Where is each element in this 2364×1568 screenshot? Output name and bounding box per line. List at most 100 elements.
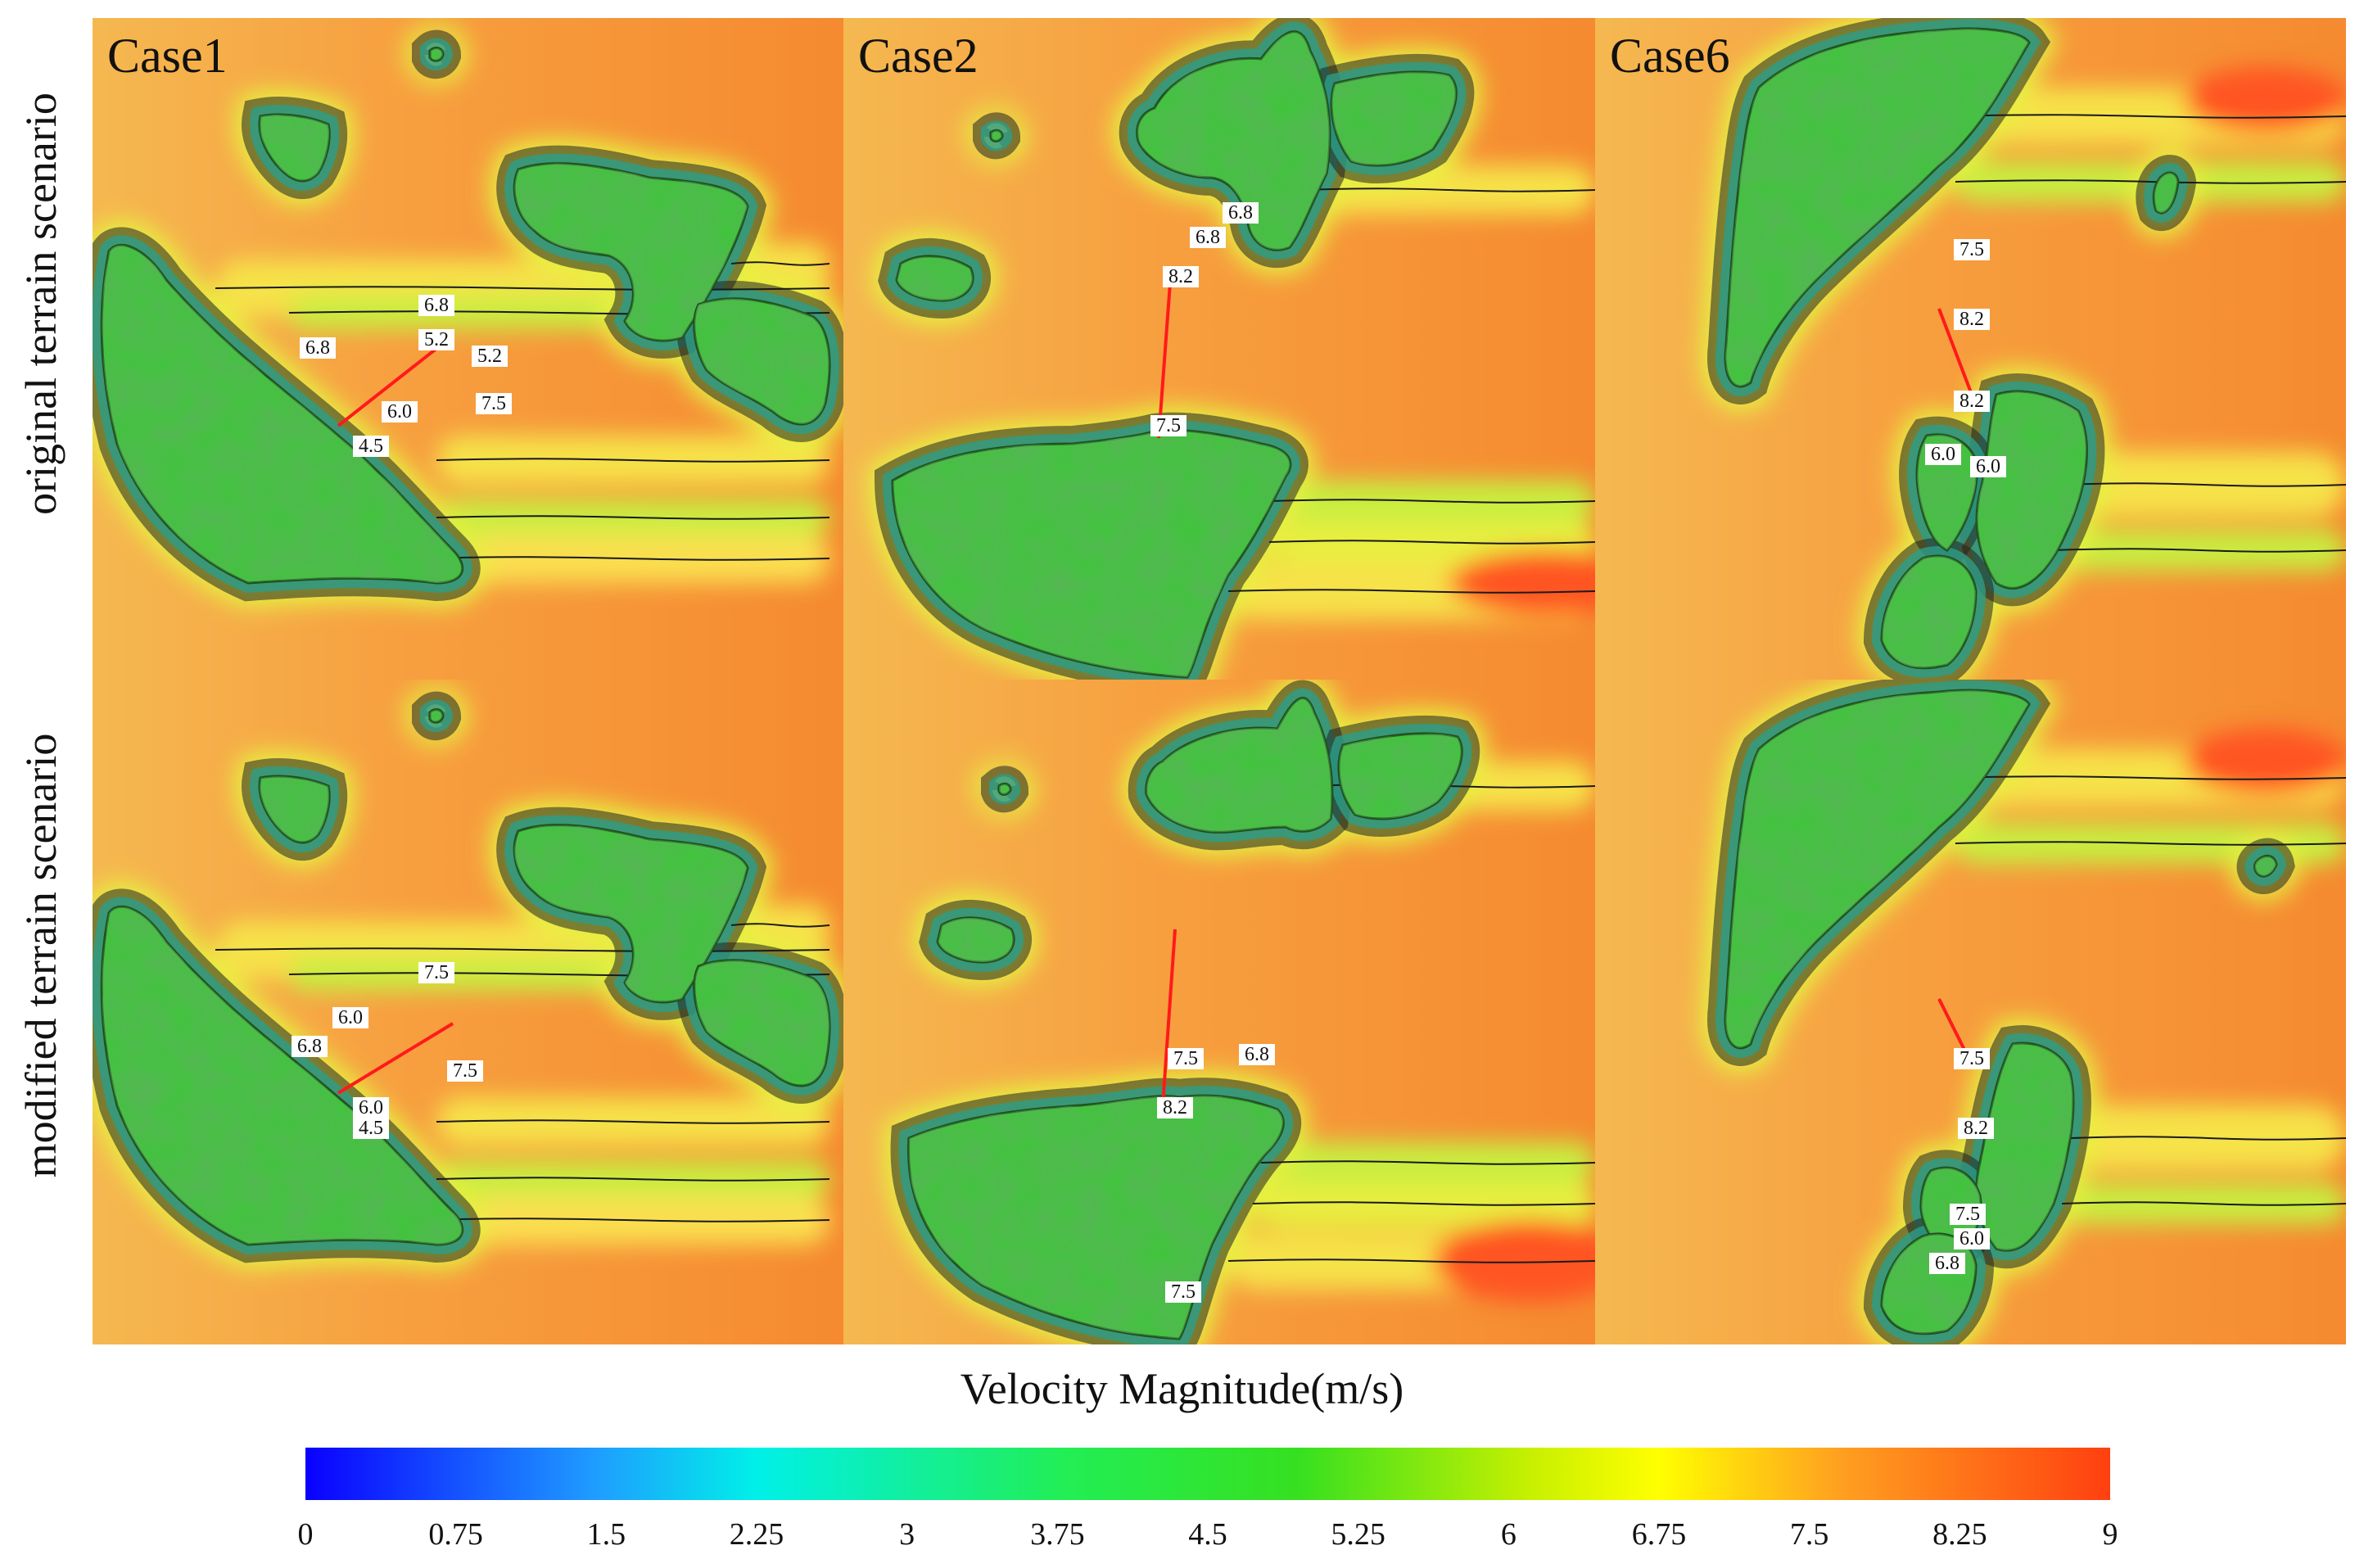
contour-label-bg: [1954, 1048, 1990, 1069]
terrain-shading: [938, 917, 1015, 962]
terrain-shading: [1725, 29, 2029, 386]
contour-label: 7.5: [1959, 1048, 1984, 1069]
contour-label: 6.0: [387, 401, 412, 423]
contour-label: 6.0: [359, 1097, 383, 1118]
contour-label: 7.5: [1959, 239, 1984, 260]
colorbar-tick-label: 3.75: [1030, 1517, 1085, 1552]
contour-line: [730, 261, 830, 266]
panel-case1-modified: 7.5 6.0 6.8 7.5 6.0 4.5: [93, 680, 843, 1344]
colorbar-tick-label: 3: [899, 1517, 915, 1552]
contour-label: 5.2: [424, 329, 449, 350]
terrain-shading: [991, 130, 1002, 142]
panel-case6-original: 7.5 8.2 8.2 6.0 6.0 Case6: [1595, 18, 2346, 680]
terrain-shading: [430, 47, 443, 61]
contour-label-bg: [1165, 1281, 1201, 1303]
contour-label: 4.5: [359, 436, 383, 457]
high-velocity-zone: [1433, 1220, 1595, 1302]
contour-line: [2061, 1201, 2346, 1206]
measurement-line: [337, 1022, 454, 1095]
terrain-shading: [260, 776, 330, 843]
contour-label: 6.8: [297, 1036, 322, 1057]
terrain-shading: [514, 825, 748, 1002]
terrain-shading: [893, 430, 1290, 677]
velocity-field: 7.5 6.8 8.2 7.5: [843, 680, 1595, 1344]
velocity-field: 6.86.88.27.5: [843, 18, 1595, 680]
contour-label-bg: [1954, 391, 1990, 412]
contour-line: [1227, 1258, 1595, 1263]
colorbar-tick-label: 5.25: [1331, 1517, 1385, 1552]
colorbar-tick-label: 7.5: [1789, 1517, 1829, 1552]
colorbar-title: Velocity Magnitude(m/s): [960, 1364, 1404, 1413]
contour-label-bg: [353, 1118, 389, 1139]
contour-label-bg: [382, 401, 418, 423]
contour-label: 7.5: [453, 1060, 477, 1082]
contour-label-bg: [300, 337, 336, 359]
contour-label-bg: [1239, 1044, 1275, 1065]
colorbar-tick-label: 2.25: [729, 1517, 784, 1552]
contour-label: 8.2: [1168, 266, 1193, 287]
contour-label-bg: [476, 393, 512, 414]
terrain-shading: [908, 1096, 1284, 1339]
velocity-field: 7.56.06.87.56.04.5: [93, 680, 843, 1344]
terrain-shading: [430, 709, 443, 723]
contour-line: [2053, 548, 2346, 553]
contour-line: [436, 458, 830, 463]
colorbar-tick-label: 6: [1500, 1517, 1516, 1552]
colorbar: [305, 1448, 2110, 1500]
high-velocity-zone: [1449, 550, 1595, 616]
contour-line: [1955, 841, 2346, 846]
colorbar-tick-label: 0: [297, 1517, 314, 1552]
contour-label: 8.2: [1964, 1118, 1988, 1139]
colorbar-tick-label: 1.5: [586, 1517, 626, 1552]
contour-line: [1227, 589, 1595, 594]
measurement-line: [1157, 271, 1173, 439]
high-velocity-zone: [2185, 67, 2346, 133]
terrain-shading: [102, 245, 463, 583]
contour-label: 6.8: [1196, 227, 1220, 248]
contour-label: 5.2: [477, 346, 502, 367]
contour-label-bg: [447, 1060, 483, 1082]
terrain-shading: [999, 784, 1010, 795]
contour-line: [730, 923, 830, 928]
contour-label-bg: [1970, 456, 2006, 477]
contour-label: 8.2: [1959, 309, 1984, 330]
contour-label: 6.8: [1245, 1044, 1269, 1065]
contour-line: [436, 1119, 830, 1124]
contour-label-bg: [1954, 309, 1990, 330]
contour-label: 6.8: [1935, 1253, 1959, 1274]
terrain-shading: [1331, 71, 1457, 165]
contour-label-bg: [1925, 444, 1961, 465]
contour-line: [419, 556, 830, 561]
velocity-field: 7.5 8.2 7.5 6.06.8: [1595, 680, 2346, 1344]
terrain-shading: [694, 960, 829, 1087]
contour-label: 7.5: [1955, 1204, 1980, 1225]
terrain-shading: [1882, 555, 1976, 668]
terrain-shading: [1137, 31, 1330, 251]
contour-label: 6.8: [305, 337, 330, 359]
contour-line: [419, 1218, 830, 1222]
contour-line: [1268, 540, 1595, 545]
colorbar-tick-label: 9: [2102, 1517, 2118, 1552]
contour-line: [1955, 179, 2346, 184]
contour-label: 7.5: [481, 393, 506, 414]
terrain-shading: [694, 298, 829, 425]
colorbar-tick-label: 4.5: [1188, 1517, 1227, 1552]
terrain-shading: [1339, 733, 1462, 819]
contour-label: 7.5: [1156, 415, 1181, 436]
contour-label-bg: [1954, 1228, 1990, 1249]
contour-line: [1268, 499, 1595, 504]
panel-case2-original: 6.8 6.8 8.2 7.5 Case2: [843, 18, 1595, 680]
terrain-shading: [1977, 1043, 2073, 1251]
contour-label-bg: [292, 1036, 328, 1057]
contour-label: 8.2: [1163, 1097, 1187, 1118]
contour-line: [1946, 114, 2346, 119]
contour-label: 6.0: [1959, 1228, 1984, 1249]
contour-label-bg: [1223, 202, 1259, 224]
contour-line: [1301, 188, 1595, 192]
panel-case2-modified: 7.5 6.8 8.2 7.5: [843, 680, 1595, 1344]
terrain-shading: [897, 255, 974, 300]
contour-label: 7.5: [1171, 1281, 1196, 1303]
row-label-modified: modified terrain scenario: [16, 733, 66, 1178]
contour-label: 6.0: [1931, 444, 1955, 465]
measurement-line: [1161, 929, 1177, 1106]
